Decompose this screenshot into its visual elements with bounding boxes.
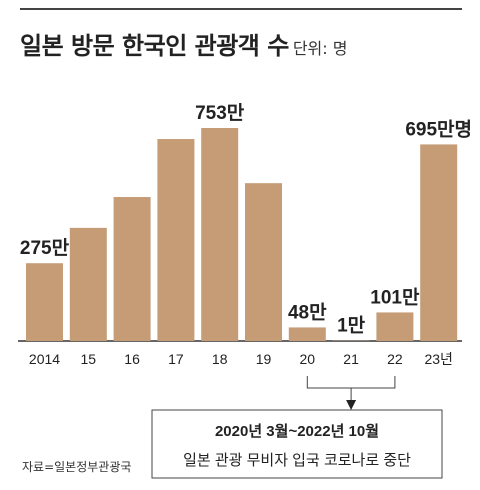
x-tick-label: 19 xyxy=(256,351,272,367)
x-tick-label: 17 xyxy=(168,351,184,367)
x-tick-label: 15 xyxy=(81,351,97,367)
x-tick-label: 23년 xyxy=(424,351,452,367)
x-tick-label: 16 xyxy=(124,351,140,367)
source-note: 자료=일본정부관광국 xyxy=(22,460,132,474)
bar-20 xyxy=(288,327,326,341)
period-bracket xyxy=(306,376,396,389)
x-tick-label: 21 xyxy=(343,351,359,367)
chart-title-block: 일본 방문 한국인 관광객 수 단위: 명 xyxy=(20,26,347,61)
x-tick-label: 22 xyxy=(387,351,403,367)
bar-23년 xyxy=(420,144,458,341)
note-period: 2020년 3월~2022년 10월 xyxy=(215,423,379,440)
arrow-down-icon xyxy=(346,400,357,410)
data-label: 101만 xyxy=(370,286,420,308)
note-description: 일본 관광 무비자 입국 코로나로 중단 xyxy=(183,452,411,469)
data-label: 48만 xyxy=(288,301,327,323)
bar-16 xyxy=(113,197,151,341)
bar-22 xyxy=(376,312,414,341)
data-label: 1만 xyxy=(337,315,366,337)
top-rule xyxy=(20,8,462,10)
x-tick-label: 18 xyxy=(212,351,228,367)
bar-17 xyxy=(157,139,195,341)
bar-15 xyxy=(69,227,107,341)
note-box xyxy=(151,409,443,479)
bar-19 xyxy=(245,183,282,341)
bar-18 xyxy=(201,128,239,341)
data-label: 695만명 xyxy=(405,118,472,140)
data-label: 275만 xyxy=(20,237,70,259)
data-label: 753만 xyxy=(195,102,245,124)
unit-label: 단위: 명 xyxy=(292,39,348,58)
bar-2014 xyxy=(26,263,63,341)
x-tick-label: 2014 xyxy=(29,351,60,367)
chart-title: 일본 방문 한국인 관광객 수 xyxy=(20,32,289,60)
x-tick-label: 20 xyxy=(300,351,316,367)
